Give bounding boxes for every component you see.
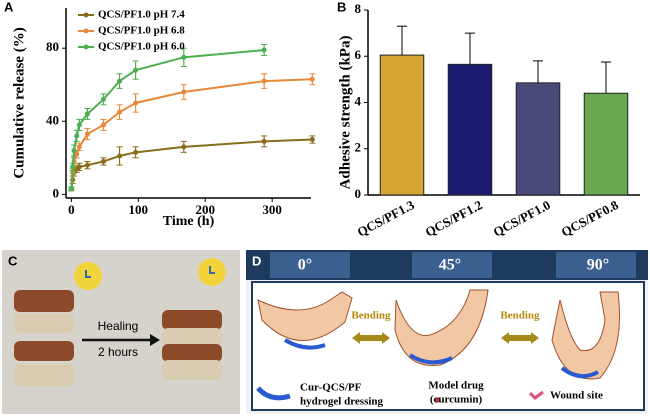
point — [76, 144, 82, 150]
point — [76, 164, 82, 170]
point — [133, 100, 139, 106]
panel-label: A — [4, 0, 14, 14]
point — [84, 111, 90, 117]
x-tick-label: QCS/PF1.0 — [491, 197, 553, 240]
arm — [257, 291, 353, 341]
point — [117, 109, 123, 115]
point — [309, 137, 315, 143]
point — [100, 122, 106, 128]
arrow-head — [150, 334, 160, 346]
point — [133, 149, 139, 155]
panel-label: B — [337, 0, 346, 14]
y-tick-label: 8 — [355, 1, 362, 16]
x-tick-label: QCS/PF1.3 — [355, 197, 418, 240]
disc-stack — [162, 310, 222, 380]
angle-label: 45° — [439, 257, 461, 274]
panel-label: D — [252, 253, 261, 268]
point — [100, 96, 106, 102]
x-tick-label: 100 — [129, 202, 149, 217]
x-axis-label: Time (h) — [163, 214, 215, 229]
arm — [394, 289, 489, 367]
legend-swatch — [83, 44, 89, 50]
angle-box — [412, 252, 492, 278]
x-tick-label: 300 — [262, 202, 282, 217]
double-arrow — [352, 332, 390, 344]
legend-text: hydrogel dressing — [300, 396, 384, 408]
point — [261, 47, 267, 53]
point — [68, 186, 74, 192]
y-tick-label: 6 — [355, 47, 362, 62]
y-tick-label: 40 — [46, 112, 59, 127]
dressing — [283, 338, 326, 350]
arrow-label: 2 hours — [98, 345, 138, 359]
legend-swatch — [83, 28, 89, 34]
bar — [379, 54, 425, 196]
angle-label: 90° — [587, 257, 609, 274]
point — [117, 78, 123, 84]
legend-text: Model drug — [428, 380, 484, 392]
legend-swatch — [83, 12, 89, 18]
y-axis-label: Adhesive strength (kPa) — [337, 36, 353, 190]
disc-stack — [14, 290, 74, 386]
point — [74, 133, 80, 139]
clock-hand — [209, 266, 215, 274]
legend-text: Wound site — [550, 390, 603, 402]
y-axis-label: Cumulative release (%) — [11, 27, 27, 178]
y-tick-label: 2 — [355, 140, 362, 155]
dressing — [560, 366, 599, 379]
bar — [515, 82, 561, 196]
point — [181, 54, 187, 60]
y-tick-label: 0 — [355, 186, 362, 201]
angle-label: 0° — [298, 257, 312, 274]
point — [133, 67, 139, 73]
point — [309, 76, 315, 82]
legend-wound-icon — [528, 390, 544, 400]
legend-text: Cur-QCS/PF — [300, 382, 362, 394]
y-tick-label: 80 — [46, 39, 59, 54]
point — [181, 89, 187, 95]
legend-drug-icon — [435, 397, 441, 403]
point — [84, 131, 90, 137]
angle-box — [270, 252, 350, 278]
panel-label: C — [8, 253, 18, 268]
point — [261, 78, 267, 84]
x-tick-label: QCS/PF1.2 — [423, 197, 485, 240]
point — [74, 151, 80, 157]
arrow-label: Healing — [98, 319, 139, 333]
point — [70, 164, 76, 170]
point — [76, 122, 82, 128]
point — [100, 158, 106, 164]
point — [84, 162, 90, 168]
series-line — [70, 49, 265, 189]
clock-hand — [85, 270, 91, 278]
point — [261, 138, 267, 144]
y-tick-label: 4 — [355, 93, 362, 108]
x-tick-label: QCS/PF0.8 — [559, 197, 622, 240]
legend-label: QCS/PF1.0 pH 7.4 — [98, 9, 185, 21]
bar — [583, 92, 629, 196]
point — [181, 144, 187, 150]
point — [117, 153, 123, 159]
x-tick-label: 0 — [68, 202, 75, 217]
y-tick-label: 0 — [53, 185, 60, 200]
double-arrow — [501, 332, 539, 344]
legend-dressing-icon — [256, 386, 291, 401]
panel-c: C Healing 2 hours — [2, 250, 240, 414]
point — [71, 148, 77, 153]
series-line — [70, 138, 313, 190]
bending-label: Bending — [351, 310, 391, 322]
panel-d: D 0° 45° 90° Bending Bending Cur-QCS/PF … — [246, 250, 648, 414]
bar — [447, 63, 493, 196]
legend-text: (curcumin) — [430, 394, 483, 406]
legend-label: QCS/PF1.0 pH 6.0 — [98, 41, 185, 53]
bending-label: Bending — [500, 310, 540, 322]
bend-box — [348, 322, 394, 336]
x-tick-label: 200 — [195, 202, 215, 217]
legend-label: QCS/PF1.0 pH 6.8 — [98, 25, 185, 37]
angle-box — [556, 252, 636, 278]
dressing — [408, 353, 453, 365]
